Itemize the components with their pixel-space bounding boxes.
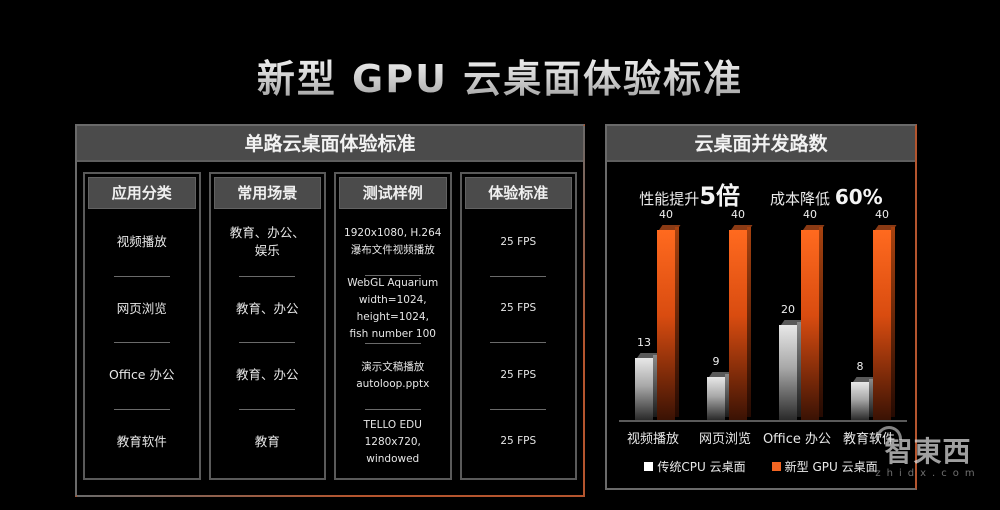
gpu-bar: 40 [729,208,751,420]
legend-item-gpu: 新型 GPU 云桌面 [771,458,878,475]
bar-value-label: 20 [781,303,795,316]
table-cell: 25 FPS [465,342,573,409]
kpi-cost: 成本降低 60% [770,185,883,209]
column-common-scenarios: 常用场景 教育、办公、 娱乐 教育、办公 教育、办公 教育 [208,172,326,480]
gpu-bar: 40 [873,208,895,420]
table-cell: 教育、办公、 娱乐 [229,225,305,259]
table-cell: 25 FPS [500,235,537,248]
chart-legend: 传统CPU 云桌面 新型 GPU 云桌面 [607,458,915,475]
bar-value-label: 40 [659,208,673,221]
x-axis-label: 视频播放 [626,432,679,447]
bar-value-label: 40 [875,208,889,221]
column-header: 体验标准 [464,177,572,209]
bar-chart: 13 40 9 40 20 40 8 40 [619,208,907,422]
table-cell: 教育、办公 [214,275,322,343]
gpu-bar: 40 [801,208,823,420]
column-header: 应用分类 [88,177,196,209]
x-axis-label: 网页浏览 [698,432,751,447]
kpi-value: 60% [834,185,883,209]
x-axis-label: 教育软件 [842,432,895,447]
table-cell: 教育 [214,408,322,476]
kpi-performance: 性能提升5倍 [639,176,740,211]
column-experience-standard: 体验标准 25 FPS 25 FPS 25 FPS 25 FPS [459,172,577,480]
bar-value-label: 40 [731,208,745,221]
chart-baseline [619,420,907,422]
page-title: 新型 GPU 云桌面体验标准 [0,48,1000,103]
table-cell: 25 FPS [465,408,573,476]
table-cell: Office 办公 [88,342,196,409]
table-cell: 演示文稿播放 autoloop.pptx [339,343,447,409]
table-cell: TELLO EDU 1280x720, windowed [339,409,447,475]
column-app-category: 应用分类 视频播放 网页浏览 Office 办公 教育软件 [83,172,201,480]
table-cell: 教育、办公 [214,342,322,409]
table-cell: WebGL Aquarium width=1024, height=1024, fi… [339,275,447,343]
standard-table: 应用分类 视频播放 网页浏览 Office 办公 教育软件 常用场景 教育、办公… [83,172,577,480]
table-cell: 视频播放 [116,234,167,250]
bar-value-label: 8 [856,360,864,373]
column-header: 常用场景 [213,177,321,209]
bar-value-label: 9 [712,355,720,368]
x-axis-labels: 视频播放 网页浏览 Office 办公 教育软件 [619,428,907,447]
cpu-bar: 8 [851,360,873,420]
bar-value-label: 40 [803,208,817,221]
bar-group: 13 40 [623,208,683,420]
cpu-bar: 20 [779,303,801,420]
cpu-bar: 9 [707,355,729,420]
table-cell: 教育软件 [88,408,196,476]
kpi-label: 成本降低 [770,190,831,208]
panel-header: 云桌面并发路数 [607,126,915,162]
legend-swatch [771,462,781,471]
table-cell: 25 FPS [465,275,573,343]
legend-label: 新型 GPU 云桌面 [784,460,878,474]
bar-value-label: 13 [637,336,651,349]
kpi-label: 性能提升 [639,190,700,208]
legend-swatch [644,462,654,471]
legend-label: 传统CPU 云桌面 [657,460,746,474]
gpu-bar: 40 [657,208,679,420]
column-test-samples: 测试样例 1920x1080, H.264 瀑布文件视频播放 WebGL Aqua… [334,172,452,480]
bar-group: 20 40 [767,208,827,420]
cpu-bar: 13 [635,336,657,420]
kpi-row: 性能提升5倍 成本降低 60% [607,176,915,211]
concurrency-chart-panel: 云桌面并发路数 性能提升5倍 成本降低 60% 13 40 9 40 20 40 8 40 视… [605,124,917,490]
legend-item-cpu: 传统CPU 云桌面 [644,458,746,475]
kpi-value: 5倍 [699,182,741,210]
table-cell: 1920x1080, H.264 瀑布文件视频播放 [344,227,442,256]
x-axis-label: Office 办公 [762,432,832,447]
panel-header: 单路云桌面体验标准 [77,126,583,162]
table-cell: 网页浏览 [88,275,196,343]
column-header: 测试样例 [339,177,447,209]
single-desktop-standard-panel: 单路云桌面体验标准 应用分类 视频播放 网页浏览 Office 办公 教育软件 … [75,124,585,497]
bar-group: 8 40 [839,208,899,420]
bar-group: 9 40 [695,208,755,420]
